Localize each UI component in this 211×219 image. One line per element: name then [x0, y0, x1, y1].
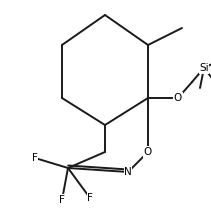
Text: N: N: [124, 167, 132, 177]
Text: Si: Si: [199, 63, 209, 73]
Text: O: O: [144, 147, 152, 157]
Text: F: F: [59, 195, 65, 205]
Text: F: F: [32, 153, 38, 163]
Text: F: F: [87, 193, 93, 203]
Text: O: O: [174, 93, 182, 103]
